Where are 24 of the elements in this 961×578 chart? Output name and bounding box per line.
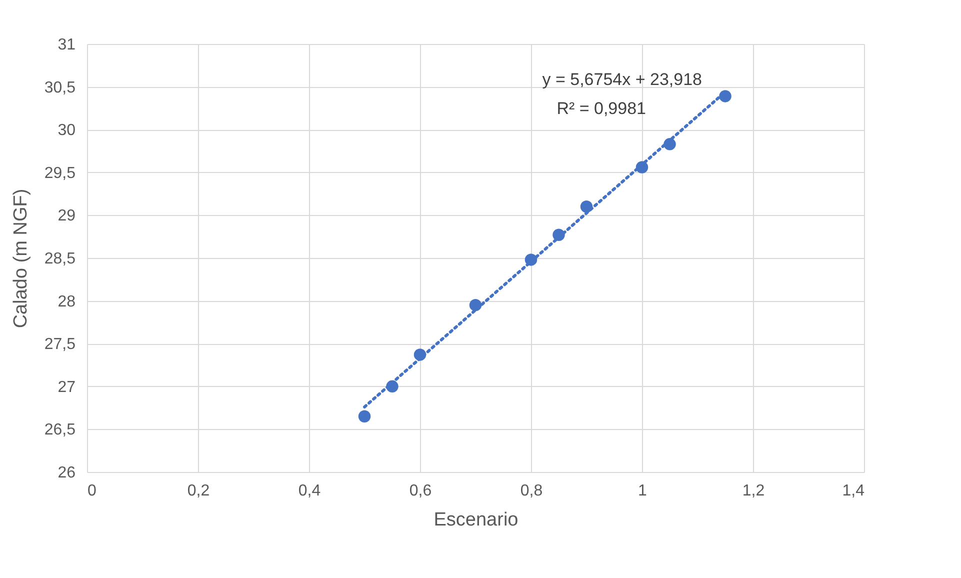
y-axis-title: Calado (m NGF) (10, 188, 32, 328)
y-tick-label: 26,5 (44, 422, 76, 439)
x-axis-title: Escenario (434, 510, 518, 530)
x-tick-label: 1,2 (742, 482, 765, 500)
y-tick-label: 30 (58, 122, 76, 140)
x-tick-label: 0,4 (298, 482, 321, 500)
y-tick-label: 29,5 (44, 164, 76, 182)
x-tick-label: 1 (638, 482, 648, 500)
annotation: R² = 0,9981 (556, 99, 646, 118)
y-tick-label: 28,5 (44, 250, 76, 268)
x-tick-label: 0,8 (520, 482, 543, 500)
x-tick-label: 0 (88, 482, 96, 500)
y-tick-label: 30,5 (44, 79, 76, 96)
y-tick-label: 26 (58, 464, 76, 482)
point (358, 410, 371, 422)
y-tick-label: 31 (58, 36, 76, 54)
x-tick-label: 0,6 (409, 482, 432, 500)
x-tick-label: 0,2 (187, 482, 210, 500)
y-tick-label: 27,5 (44, 336, 76, 354)
annotation: y = 5,6754x + 23,918 (542, 70, 702, 89)
y-tick-label: 28 (58, 293, 76, 310)
y-tick-label: 27 (58, 378, 76, 396)
y-tick-label: 29 (58, 208, 76, 225)
x-tick-label: 1,4 (842, 482, 865, 500)
